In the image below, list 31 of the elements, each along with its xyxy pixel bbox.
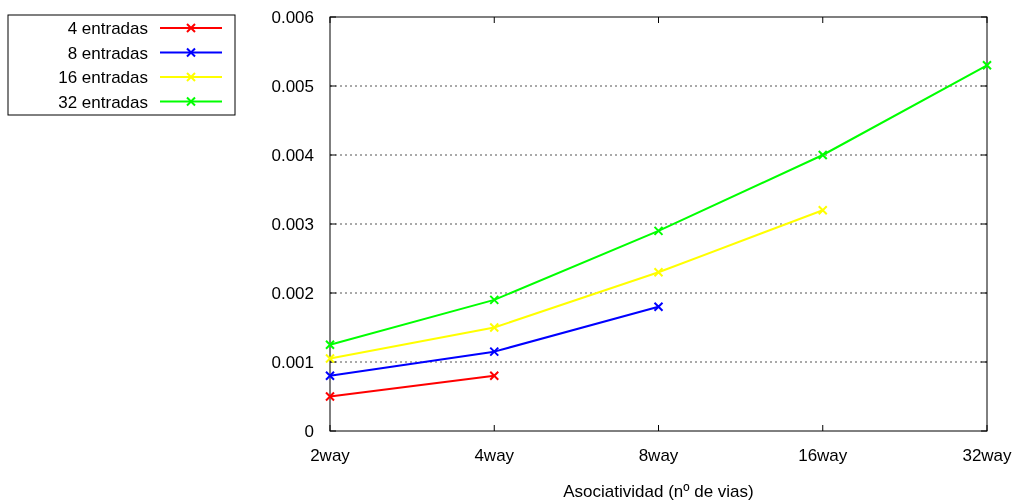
legend-label: 32 entradas: [58, 92, 148, 112]
y-tick-label: 0.002: [271, 284, 314, 303]
x-tick-label: 2way: [310, 446, 351, 465]
legend-label: 8 entradas: [67, 43, 148, 63]
y-tick-label: 0.004: [271, 146, 314, 165]
point: [817, 150, 828, 160]
legend-label: 16 entradas: [58, 68, 148, 87]
y-tick-label: 0.003: [271, 215, 314, 234]
point: [489, 322, 500, 333]
point: [653, 301, 664, 312]
point: [489, 370, 500, 381]
point: [817, 205, 828, 216]
point: [489, 346, 500, 357]
x-axis-title: Asociatividad (nº de vias): [563, 482, 754, 501]
point: [325, 353, 335, 364]
point: [489, 294, 500, 305]
legend-label: 4 entradas: [67, 19, 148, 38]
point: [653, 225, 664, 236]
point: [653, 267, 664, 278]
x-tick-label: 32way: [962, 446, 1013, 465]
y-tick-label: 0: [304, 422, 314, 441]
x-tick-label: 16way: [798, 446, 848, 465]
y-tick-label: 0.001: [271, 353, 314, 372]
point: [982, 60, 992, 71]
x-tick-label: 4way: [474, 446, 515, 465]
y-tick-label: 0.005: [271, 77, 314, 96]
point: [325, 370, 335, 381]
y-tick-label: 0.006: [271, 8, 314, 27]
point: [325, 391, 335, 402]
point: [325, 339, 335, 350]
x-tick-label: 8way: [638, 446, 679, 465]
